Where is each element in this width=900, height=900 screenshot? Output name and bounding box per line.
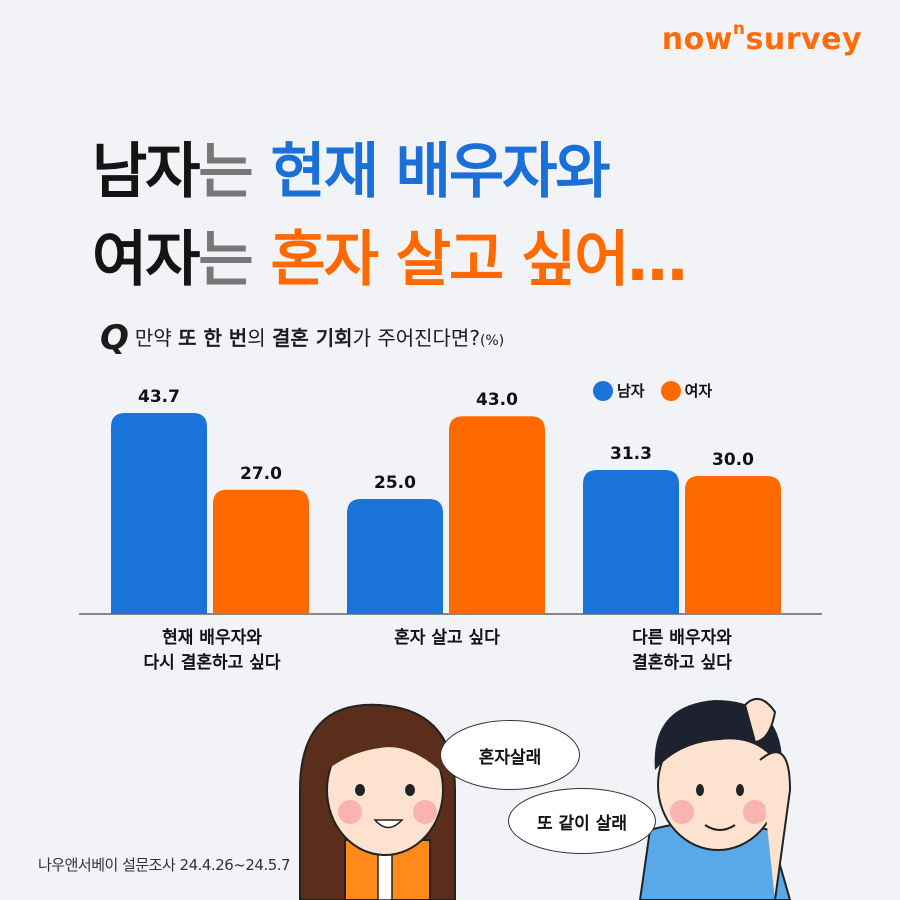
chart-legend: 남자 여자 — [593, 380, 712, 401]
question-mark: Q — [100, 318, 129, 358]
question-text: Q 만약 또 한 번의 결혼 기회가 주어진다면?(%) — [100, 318, 505, 358]
category-label-other-spouse: 다른 배우자와 결혼하고 싶다 — [632, 628, 732, 673]
headline: 남자는 현재 배우자와 여자는 혼자 살고 싶어… — [92, 128, 688, 304]
survey-source: 나우앤서베이 설문조사 24.4.26~24.5.7 — [38, 856, 291, 874]
category-label-alone: 혼자 살고 싶다 — [394, 628, 500, 648]
legend-item-men: 남자 — [593, 380, 645, 401]
bar-reunite-women — [213, 489, 309, 614]
value-label-reunite-men: 43.7 — [138, 387, 180, 407]
speech-bubble-man: 또 같이 살래 — [508, 788, 656, 854]
legend-swatch-women — [660, 380, 681, 401]
category-label-reunite: 현재 배우자와 다시 결혼하고 싶다 — [143, 628, 281, 673]
unit-label: (%) — [479, 333, 505, 349]
value-label-reunite-women: 27.0 — [240, 464, 282, 484]
headline-current-spouse: 현재 배우자와 — [270, 137, 611, 207]
headline-live-alone: 혼자 살고 싶어… — [270, 225, 688, 295]
woman-illustration — [299, 703, 456, 900]
value-label-alone-women: 43.0 — [476, 390, 518, 410]
brand-logo: nownsurvey — [661, 19, 862, 57]
bar-other-spouse-men — [583, 470, 679, 614]
bar-alone-women — [449, 416, 545, 614]
value-label-other-spouse-men: 31.3 — [610, 444, 652, 464]
value-label-other-spouse-women: 30.0 — [712, 450, 754, 470]
bar-other-spouse-women — [685, 476, 781, 614]
bar-alone-men — [347, 499, 443, 614]
speech-bubble-woman: 혼자살래 — [440, 720, 580, 790]
headline-line-2: 여자는 혼자 살고 싶어… — [92, 225, 688, 295]
headline-men: 남자 — [92, 137, 200, 207]
legend-swatch-men — [593, 380, 613, 401]
legend-item-women: 여자 — [660, 380, 712, 401]
value-label-alone-men: 25.0 — [374, 473, 416, 493]
bar-reunite-men — [111, 412, 207, 614]
man-illustration — [638, 697, 792, 900]
headline-line-1: 남자는 현재 배우자와 — [92, 137, 611, 207]
headline-women: 여자 — [92, 225, 200, 295]
